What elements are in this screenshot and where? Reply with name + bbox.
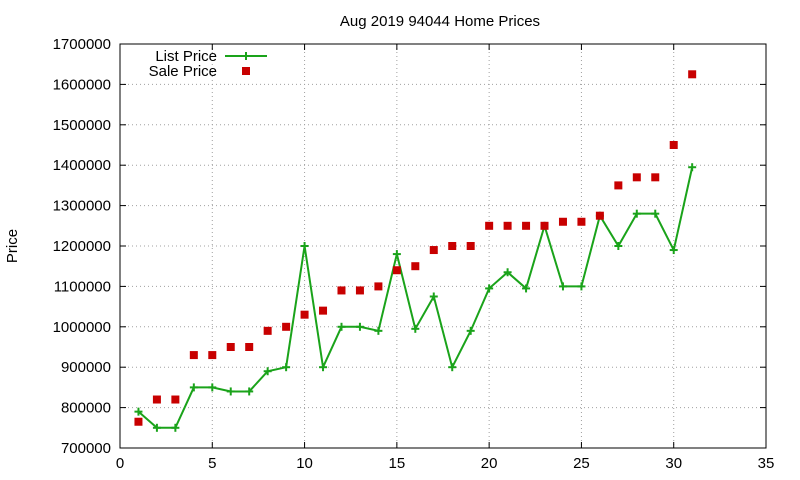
y-tick-label: 1000000 — [53, 319, 111, 336]
sale-price-point — [300, 310, 309, 319]
list-price-line — [137, 167, 694, 429]
y-tick-label: 1100000 — [54, 278, 111, 295]
x-tick-label: 0 — [116, 455, 124, 472]
list-price-point — [152, 423, 161, 432]
list-price-point — [503, 268, 512, 277]
y-tick-label: 800000 — [61, 400, 111, 417]
list-price-point — [134, 407, 143, 416]
list-price-point — [558, 282, 567, 291]
list-price-point — [355, 322, 364, 331]
sale-price-point — [503, 221, 512, 230]
x-tick-label: 30 — [665, 455, 682, 472]
sale-price-point — [263, 326, 272, 335]
sale-price-point — [171, 395, 180, 404]
sale-price-point — [522, 221, 531, 230]
list-price-point — [522, 284, 531, 293]
y-tick-label: 1400000 — [53, 157, 111, 174]
list-price-point — [392, 250, 401, 259]
y-tick-label: 700000 — [61, 440, 111, 457]
sale-price-point — [337, 286, 346, 295]
sale-price-point — [411, 262, 420, 271]
sale-price-point — [429, 246, 438, 255]
list-price-point — [226, 387, 235, 396]
x-tick-label: 35 — [758, 455, 775, 472]
x-tick-label: 15 — [389, 455, 406, 472]
x-tick-label: 10 — [296, 455, 313, 472]
list-price-point — [300, 242, 309, 250]
sale-price-point — [595, 211, 604, 220]
sale-price-point — [577, 217, 586, 226]
sale-price-point — [448, 242, 457, 250]
y-tick-label: 1600000 — [53, 76, 111, 93]
list-price-point — [319, 363, 328, 372]
legend-label-list-price: List Price — [155, 48, 217, 65]
list-price-point — [263, 367, 272, 376]
legend-label-sale-price: Sale Price — [149, 63, 217, 80]
sale-price-point — [152, 395, 161, 404]
list-price-point — [466, 326, 475, 335]
y-tick-label: 1500000 — [53, 117, 111, 134]
legend: List Price Sale Price — [149, 48, 267, 80]
sale-price-point — [226, 343, 235, 351]
list-price-point — [282, 363, 291, 372]
list-price-point — [485, 284, 494, 293]
tick-layer: 0 5 10 15 20 25 30 35 700000 800000 900000 1000000 1… — [53, 36, 775, 472]
sale-price-point — [632, 173, 641, 182]
legend-sample-sale-price-marker — [242, 67, 250, 75]
list-price-point — [411, 324, 420, 333]
series-layer — [134, 70, 697, 432]
y-tick-label: 1200000 — [53, 238, 111, 255]
list-price-point — [448, 363, 457, 372]
y-tick-label: 1700000 — [53, 36, 111, 53]
x-tick-label: 25 — [573, 455, 590, 472]
y-axis-label: Price — [4, 229, 21, 263]
sale-price-point — [614, 181, 623, 190]
list-price-point — [189, 383, 198, 392]
chart-title: Aug 2019 94044 Home Prices — [340, 13, 540, 30]
sale-price-point — [134, 417, 143, 426]
sale-price-point — [392, 266, 401, 275]
sale-price-point — [485, 221, 494, 230]
list-price-point — [374, 326, 383, 335]
list-price-point — [577, 282, 586, 291]
legend-sample-list-price-marker — [242, 52, 250, 60]
list-price-point — [245, 387, 254, 396]
list-price-point — [651, 209, 660, 218]
sale-price-point — [208, 351, 217, 360]
sale-price-point — [319, 306, 328, 315]
sale-price-point — [540, 221, 549, 230]
sale-price-point — [688, 70, 697, 79]
list-price-point — [614, 242, 623, 250]
sale-price-point — [189, 351, 198, 360]
x-tick-label: 20 — [481, 455, 498, 472]
list-price-point — [632, 209, 641, 218]
list-price-point — [171, 423, 180, 432]
list-price-point — [669, 246, 678, 255]
sale-price-point — [651, 173, 660, 182]
sale-price-point — [669, 141, 678, 149]
list-price-point — [208, 383, 217, 392]
sale-price-point — [466, 242, 475, 250]
list-price-point — [429, 292, 438, 301]
y-tick-label: 900000 — [61, 359, 111, 376]
sale-price-point — [374, 282, 383, 291]
grid-layer — [120, 44, 766, 448]
y-tick-label: 1300000 — [53, 198, 111, 215]
list-price-point — [337, 322, 346, 331]
list-price-point — [688, 163, 697, 172]
sale-price-point — [558, 217, 567, 226]
sale-price-point — [355, 286, 364, 295]
x-tick-label: 5 — [208, 455, 216, 472]
sale-price-point — [245, 343, 254, 351]
sale-price-point — [282, 322, 291, 331]
